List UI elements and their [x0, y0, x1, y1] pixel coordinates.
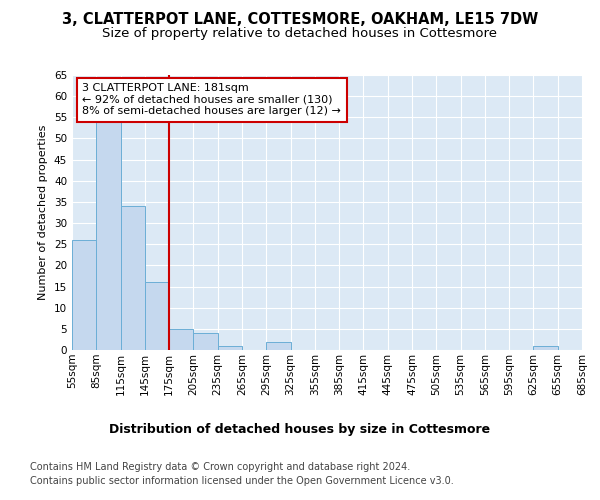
Bar: [72, 240, 96, 350]
Bar: [121, 206, 145, 350]
Bar: [96, 122, 121, 350]
Text: Contains HM Land Registry data © Crown copyright and database right 2024.: Contains HM Land Registry data © Crown c…: [30, 462, 410, 472]
Text: 3 CLATTERPOT LANE: 181sqm
← 92% of detached houses are smaller (130)
8% of semi-: 3 CLATTERPOT LANE: 181sqm ← 92% of detac…: [82, 83, 341, 116]
Text: Size of property relative to detached houses in Cottesmore: Size of property relative to detached ho…: [103, 28, 497, 40]
Bar: [218, 346, 242, 350]
Y-axis label: Number of detached properties: Number of detached properties: [38, 125, 49, 300]
Text: Distribution of detached houses by size in Cottesmore: Distribution of detached houses by size …: [109, 422, 491, 436]
Bar: [533, 346, 558, 350]
Text: 3, CLATTERPOT LANE, COTTESMORE, OAKHAM, LE15 7DW: 3, CLATTERPOT LANE, COTTESMORE, OAKHAM, …: [62, 12, 538, 28]
Bar: [145, 282, 169, 350]
Text: Contains public sector information licensed under the Open Government Licence v3: Contains public sector information licen…: [30, 476, 454, 486]
Bar: [193, 333, 218, 350]
Bar: [169, 329, 193, 350]
Bar: [266, 342, 290, 350]
